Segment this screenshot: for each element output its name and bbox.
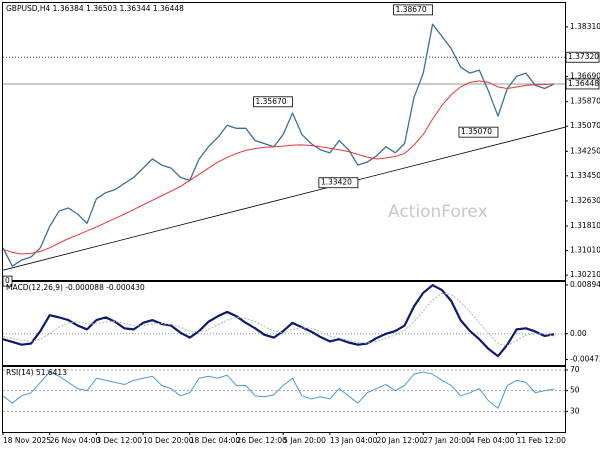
x-tick-label: 27 Jan 20:00 [423,436,471,445]
x-tick-label: 4 Feb 04:00 [470,436,515,445]
y-tick-label: 1.30210 [570,270,600,279]
series-line [3,371,555,409]
y-tick-label: 1.38310 [570,22,600,31]
level-label-box [565,78,600,90]
y-tick-label: 30 [570,406,580,415]
annotation-label: 1.35070 [461,127,492,136]
annotation-box [2,275,13,287]
y-tick-label: 1.31010 [570,246,600,255]
x-tick-label: 18 Dec 04:00 [190,436,241,445]
level-label-box [565,51,600,63]
y-tick-label: 1.36690 [570,72,600,81]
x-tick-label: 20 Jan 12:00 [377,436,425,445]
y-tick-label: 0.008942 [570,280,600,289]
annotation-label: 1.33420 [321,178,352,187]
y-tick-label: 1.35870 [570,97,600,106]
watermark: ActionForex [388,202,488,222]
x-tick-label: 11 Feb 12:00 [517,436,566,445]
level-label: 1.37320 [568,52,599,61]
series-line [3,284,555,358]
x-tick-label: 26 Dec 12:00 [236,436,287,445]
x-tick-label: 26 Nov 04:00 [50,436,101,445]
y-tick-label: 1.34250 [570,146,600,155]
series-line [3,292,555,347]
y-tick-label: -0.004725 [570,355,600,364]
annotation-box [318,177,359,189]
series-line [3,23,555,267]
panel-title: RSI(14) 51.6413 [6,368,67,377]
panel-title: GBPUSD,H4 1.36384 1.36503 1.36344 1.3644… [6,4,184,13]
x-tick-label: 10 Dec 20:00 [143,436,194,445]
y-tick-label: 1.32630 [570,196,600,205]
series-line [3,80,555,255]
panel-plot [3,284,565,358]
panel-title: MACD(12,26,9) -0.000088 -0.000430 [6,283,145,292]
price-panel [2,2,566,281]
y-tick-label: 1.33450 [570,171,600,180]
level-label: 1.36448 [568,79,599,88]
y-tick-label: 1.31810 [570,221,600,230]
x-tick-label: 5 Jan 20:00 [283,436,326,445]
annotation-box [253,96,293,108]
panel-plot [3,369,565,412]
x-tick-label: 13 Jan 04:00 [330,436,378,445]
annotation-label: 1.35670 [256,97,287,106]
x-tick-label: 3 Dec 12:00 [96,436,142,445]
rsi-panel [2,366,566,433]
y-tick-label: 50 [570,386,580,395]
annotation-label: 0 [5,276,10,285]
annotation-box [458,126,499,138]
panel-plot [3,23,565,271]
macd-panel [2,281,566,366]
annotation-label: 1.38670 [396,5,427,14]
y-tick-label: 1.35070 [570,121,600,130]
annotation-box [393,4,433,16]
trendline [3,126,565,271]
y-tick-label: 0.00 [570,329,587,338]
y-tick-label: 70 [570,365,580,374]
x-tick-label: 18 Nov 2025 [3,436,51,445]
